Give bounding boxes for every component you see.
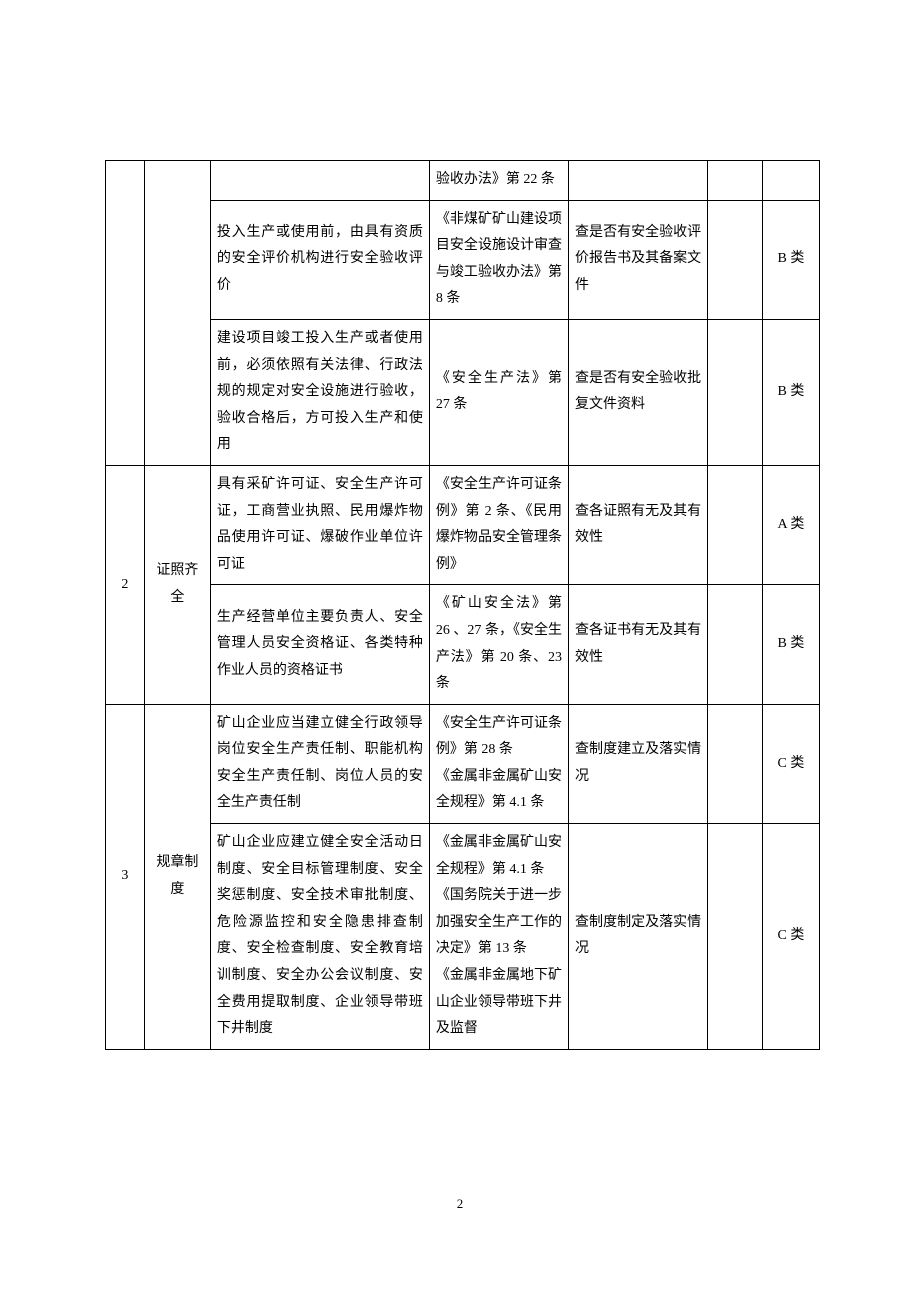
cell-class: [762, 161, 819, 201]
cell-class: B 类: [762, 585, 819, 704]
cell-blank: [708, 585, 763, 704]
cell-category: 证照齐全: [144, 465, 210, 704]
cell-blank: [708, 824, 763, 1050]
cell-method: 查制度建立及落实情况: [569, 704, 708, 823]
cell-category: [144, 161, 210, 466]
cell-class: B 类: [762, 319, 819, 465]
cell-method: 查是否有安全验收批复文件资料: [569, 319, 708, 465]
page-number: 2: [0, 1196, 920, 1212]
cell-requirement: 建设项目竣工投入生产或者使用前，必须依照有关法律、行政法规的规定对安全设施进行验…: [210, 319, 429, 465]
cell-basis: 《安全生产许可证条例》第 2 条、《民用爆炸物品安全管理条例》: [429, 465, 568, 584]
cell-class: C 类: [762, 704, 819, 823]
cell-basis: 《非煤矿矿山建设项目安全设施设计审查与竣工验收办法》第 8 条: [429, 200, 568, 319]
cell-index: 3: [106, 704, 145, 1049]
table-row: 生产经营单位主要负责人、安全管理人员安全资格证、各类特种作业人员的资格证书 《矿…: [106, 585, 820, 704]
cell-category: 规章制度: [144, 704, 210, 1049]
cell-method: 查是否有安全验收评价报告书及其备案文件: [569, 200, 708, 319]
cell-class: A 类: [762, 465, 819, 584]
table-row: 投入生产或使用前，由具有资质的安全评价机构进行安全验收评价 《非煤矿矿山建设项目…: [106, 200, 820, 319]
table-row: 3 规章制度 矿山企业应当建立健全行政领导岗位安全生产责任制、职能机构安全生产责…: [106, 704, 820, 823]
cell-blank: [708, 161, 763, 201]
table-row: 建设项目竣工投入生产或者使用前，必须依照有关法律、行政法规的规定对安全设施进行验…: [106, 319, 820, 465]
cell-method: 查各证照有无及其有效性: [569, 465, 708, 584]
cell-method: 查制度制定及落实情况: [569, 824, 708, 1050]
cell-index: 2: [106, 465, 145, 704]
cell-requirement: 投入生产或使用前，由具有资质的安全评价机构进行安全验收评价: [210, 200, 429, 319]
cell-requirement: 矿山企业应建立健全安全活动日制度、安全目标管理制度、安全奖惩制度、安全技术审批制…: [210, 824, 429, 1050]
cell-method: 查各证书有无及其有效性: [569, 585, 708, 704]
cell-blank: [708, 200, 763, 319]
cell-method: [569, 161, 708, 201]
table-row: 2 证照齐全 具有采矿许可证、安全生产许可证，工商营业执照、民用爆炸物品使用许可…: [106, 465, 820, 584]
table-row: 矿山企业应建立健全安全活动日制度、安全目标管理制度、安全奖惩制度、安全技术审批制…: [106, 824, 820, 1050]
page: 验收办法》第 22 条 投入生产或使用前，由具有资质的安全评价机构进行安全验收评…: [0, 0, 920, 1302]
cell-class: C 类: [762, 824, 819, 1050]
cell-requirement: 生产经营单位主要负责人、安全管理人员安全资格证、各类特种作业人员的资格证书: [210, 585, 429, 704]
cell-basis: 《安全生产许可证条例》第 28 条 《金属非金属矿山安全规程》第 4.1 条: [429, 704, 568, 823]
cell-requirement: 具有采矿许可证、安全生产许可证，工商营业执照、民用爆炸物品使用许可证、爆破作业单…: [210, 465, 429, 584]
cell-blank: [708, 704, 763, 823]
cell-basis: 《矿山安全法》第 26 、27 条，《安全生产法》第 20 条、23 条: [429, 585, 568, 704]
cell-class: B 类: [762, 200, 819, 319]
cell-basis: 《安全生产法》第 27 条: [429, 319, 568, 465]
cell-requirement: [210, 161, 429, 201]
regulation-table: 验收办法》第 22 条 投入生产或使用前，由具有资质的安全评价机构进行安全验收评…: [105, 160, 820, 1050]
cell-blank: [708, 319, 763, 465]
cell-basis: 《金属非金属矿山安全规程》第 4.1 条 《国务院关于进一步加强安全生产工作的决…: [429, 824, 568, 1050]
cell-index: [106, 161, 145, 466]
cell-requirement: 矿山企业应当建立健全行政领导岗位安全生产责任制、职能机构安全生产责任制、岗位人员…: [210, 704, 429, 823]
cell-basis: 验收办法》第 22 条: [429, 161, 568, 201]
cell-blank: [708, 465, 763, 584]
table-row: 验收办法》第 22 条: [106, 161, 820, 201]
